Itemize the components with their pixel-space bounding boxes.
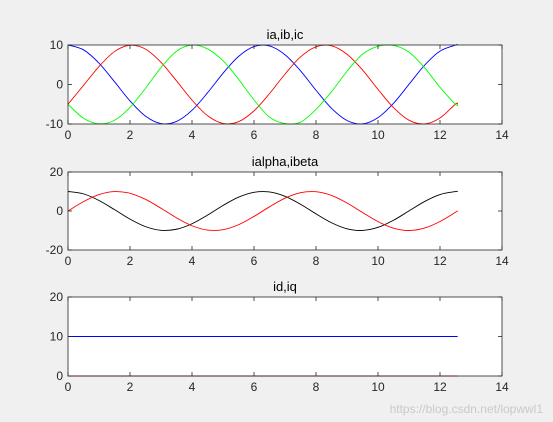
y-tick-label: 0	[56, 78, 63, 92]
x-tick-label: 8	[313, 380, 320, 394]
x-tick-label: 0	[65, 254, 72, 268]
y-tick-label: 20	[50, 165, 64, 179]
subplot-3: id,iq 0 2 4 6 8 10 12 14 0 10 20	[50, 279, 509, 394]
x-tick-label: 14	[495, 128, 509, 142]
x-tick-label: 4	[189, 380, 196, 394]
x-tick-label: 12	[433, 380, 447, 394]
x-tick-label: 2	[127, 380, 134, 394]
y-tick-label: 0	[56, 369, 63, 383]
y-tick-label: 10	[50, 330, 64, 344]
x-tick-label: 6	[251, 254, 258, 268]
x-tick-label: 0	[65, 128, 72, 142]
series-line-2	[68, 191, 459, 231]
subplot-title: ialpha,ibeta	[252, 154, 319, 169]
series-line-3	[68, 44, 459, 125]
watermark-text: https://blog.csdn.net/lopwwl1	[389, 402, 543, 416]
y-tick-label: 10	[50, 38, 64, 52]
x-tick-label: 14	[495, 380, 509, 394]
x-tick-label: 6	[251, 380, 258, 394]
x-tick-label: 14	[495, 254, 509, 268]
x-tick-label: 0	[65, 380, 72, 394]
series-line-1	[68, 190, 459, 231]
x-tick-label: 10	[371, 254, 385, 268]
x-tick-label: 12	[433, 254, 447, 268]
plot-area	[68, 172, 502, 250]
subplot-title: id,iq	[273, 279, 297, 294]
plot-area	[68, 45, 502, 124]
y-tick-label: 20	[50, 290, 64, 304]
x-tick-label: 2	[127, 254, 134, 268]
x-tick-label: 4	[189, 128, 196, 142]
x-tick-label: 8	[313, 128, 320, 142]
x-tick-label: 12	[433, 128, 447, 142]
series-line-1	[68, 44, 459, 125]
y-tick-label: -10	[46, 117, 64, 131]
y-tick-label: -20	[46, 243, 64, 257]
x-tick-label: 8	[313, 254, 320, 268]
y-tick-label: 0	[56, 204, 63, 218]
x-tick-label: 2	[127, 128, 134, 142]
subplot-title: ia,ib,ic	[267, 27, 304, 42]
x-tick-label: 10	[371, 380, 385, 394]
x-tick-label: 10	[371, 128, 385, 142]
x-tick-label: 4	[189, 254, 196, 268]
x-tick-label: 6	[251, 128, 258, 142]
